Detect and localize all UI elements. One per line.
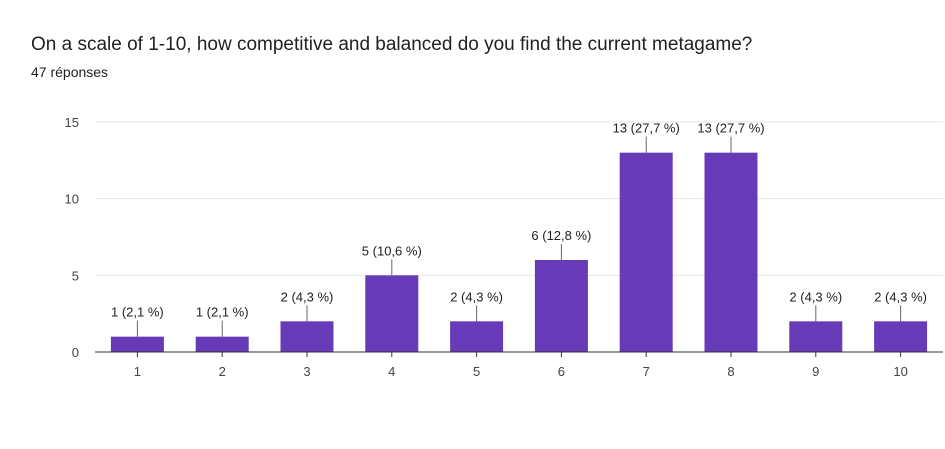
bar-7 <box>619 152 673 352</box>
data-label-6: 6 (12,8 %) <box>531 228 591 243</box>
x-tick-label-4: 4 <box>388 364 395 379</box>
x-tick-label-3: 3 <box>303 364 310 379</box>
y-tick-label-10: 10 <box>65 192 79 207</box>
response-count: 47 réponses <box>31 64 109 80</box>
bar-2 <box>195 336 249 352</box>
y-tick-label-0: 0 <box>72 345 79 360</box>
data-label-2: 1 (2,1 %) <box>196 305 249 320</box>
data-label-7: 13 (27,7 %) <box>613 121 680 136</box>
bar-10 <box>874 321 928 352</box>
bar-3 <box>280 321 334 352</box>
data-label-5: 2 (4,3 %) <box>450 289 503 304</box>
x-tick-label-5: 5 <box>473 364 480 379</box>
x-tick-label-6: 6 <box>558 364 565 379</box>
data-label-10: 2 (4,3 %) <box>874 289 927 304</box>
x-tick-label-7: 7 <box>643 364 650 379</box>
bar-5 <box>450 321 504 352</box>
data-label-9: 2 (4,3 %) <box>789 289 842 304</box>
bar-8 <box>704 152 758 352</box>
data-label-8: 13 (27,7 %) <box>697 121 764 136</box>
x-tick-label-2: 2 <box>219 364 226 379</box>
x-tick-label-9: 9 <box>812 364 819 379</box>
x-tick-label-10: 10 <box>893 364 907 379</box>
data-label-1: 1 (2,1 %) <box>111 305 164 320</box>
bar-6 <box>534 260 588 352</box>
data-label-4: 5 (10,6 %) <box>362 243 422 258</box>
chart-title: On a scale of 1-10, how competitive and … <box>31 34 753 55</box>
x-tick-label-8: 8 <box>727 364 734 379</box>
bar-9 <box>789 321 843 352</box>
bar-1 <box>110 336 164 352</box>
y-tick-label-15: 15 <box>65 115 79 130</box>
bar-4 <box>365 275 419 352</box>
x-tick-label-1: 1 <box>134 364 141 379</box>
y-tick-label-5: 5 <box>72 268 79 283</box>
data-label-3: 2 (4,3 %) <box>281 289 334 304</box>
